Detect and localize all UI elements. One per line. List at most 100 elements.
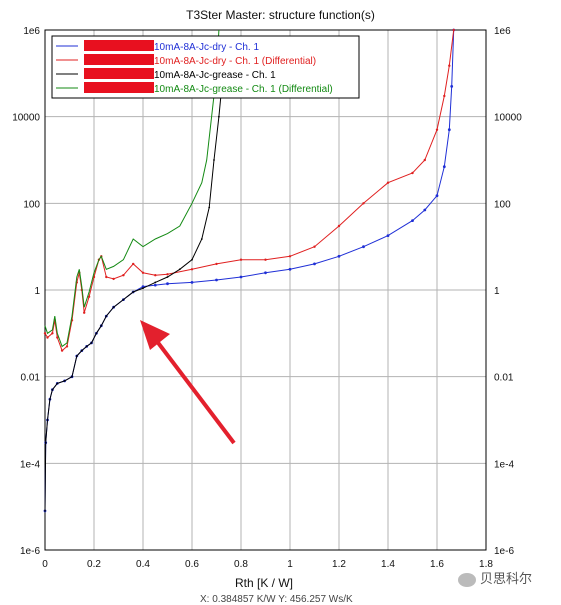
y-tick-label-left: 100 [23,199,40,210]
x-tick-label: 1.4 [381,559,395,570]
legend-entry-label: 10mA-8A-Jc-grease - Ch. 1 (Differential) [154,84,333,95]
series-1 [43,28,456,513]
data-point [178,268,181,271]
y-tick-label-left: 1 [34,286,40,297]
data-point [423,158,426,162]
data-point [208,206,211,209]
data-point [75,355,78,357]
y-tick-label-left: 10000 [12,113,40,124]
data-point [218,115,220,118]
series-line [44,90,222,511]
data-point [362,245,365,249]
data-point [190,268,194,271]
data-point [239,258,243,261]
x-ticks: 0 0.2 0.4 0.6 0.8 1 1.2 1.4 1.6 1.8 [42,559,493,570]
data-point [200,238,203,240]
data-point [85,345,88,348]
series-layer [43,28,456,513]
chart-title: T3Ster Master: structure function(s) [186,8,375,22]
data-point [95,332,98,335]
x-tick-label: 1.2 [332,559,346,570]
series-line [44,29,220,348]
data-point [83,311,86,314]
arrow-head [140,320,170,350]
data-point [337,224,341,228]
data-point [43,332,47,335]
data-point [435,194,439,198]
data-point [141,271,145,274]
data-point [100,324,103,327]
cursor-readout: X: 0.384857 K/W Y: 456.257 Ws/K [200,594,353,605]
data-point [191,258,193,261]
x-tick-label: 1.6 [430,559,444,570]
y-tick-label-left: 1e-6 [20,546,40,557]
data-point [166,273,169,276]
data-point [411,219,414,223]
legend-redaction [84,82,154,93]
y-tick-label-right: 100 [494,199,511,210]
data-point [44,441,47,444]
data-point [112,277,115,281]
y-tick-label-right: 1e-4 [494,459,514,470]
watermark-text: 贝思科尔 [480,571,533,586]
x-tick-label: 0.4 [136,559,150,570]
plot-frame [44,29,487,551]
data-point [122,274,125,277]
y-tick-label-right: 0.01 [494,373,514,384]
data-point [452,28,455,32]
data-point [435,128,439,131]
annotation-arrow [140,320,236,445]
x-tick-label: 0 [42,559,48,570]
x-tick-label: 0.2 [87,559,101,570]
watermark: 贝思科尔 [458,568,532,587]
data-point [56,336,59,339]
data-point [56,382,59,385]
data-point [190,281,194,284]
data-point [105,315,108,317]
legend-entry-label: 10mA-8A-Jc-dry - Ch. 1 (Differential) [154,56,316,67]
series-line [44,29,455,352]
data-point [264,271,267,275]
y-tick-label-left: 0.01 [21,373,41,384]
y-tick-label-left: 1e-4 [20,459,40,470]
data-point [313,245,316,248]
y-tick-label-right: 10000 [494,113,522,124]
data-point [65,345,69,348]
data-point [337,254,341,258]
data-point [239,275,243,279]
data-point [423,208,427,212]
data-point [105,275,108,279]
data-point [142,287,144,290]
data-point [80,349,83,352]
data-point [122,298,125,301]
data-point [112,306,115,309]
data-point [132,262,135,266]
data-point [90,342,93,344]
arrow-shaft [154,338,236,445]
series-line [44,29,455,511]
x-tick-label: 1.8 [479,559,493,570]
data-point [141,285,145,288]
data-point [288,255,292,258]
data-point [411,171,414,175]
data-point [44,510,46,512]
y-tick-label-right: 1 [494,286,500,297]
x-tick-label: 0.8 [234,559,248,570]
data-point [386,234,390,238]
data-point [166,282,169,286]
legend-redaction [84,40,154,51]
data-point [362,202,365,205]
series-4 [44,29,220,348]
wechat-icon [458,572,476,587]
data-point [60,349,64,352]
y-ticks-right: 1e-6 1e-4 0.01 1 100 10000 1e6 [494,26,522,557]
data-point [447,128,451,132]
data-point [63,380,66,382]
data-point [153,283,157,287]
data-point [443,94,446,98]
grid [45,30,486,550]
series-3 [44,89,223,512]
legend: 10mA-8A-Jc-dry - Ch. 1 10mA-8A-Jc-dry - C… [51,35,360,99]
data-point [215,278,218,282]
data-point [51,388,54,391]
